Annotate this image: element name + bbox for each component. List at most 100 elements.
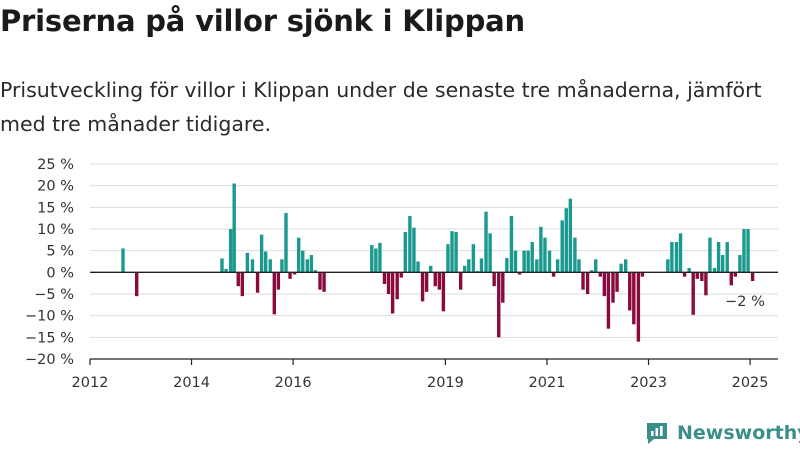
bar xyxy=(573,237,577,273)
x-tick-label: 2012 xyxy=(72,375,109,391)
bar xyxy=(581,272,585,290)
bar xyxy=(720,255,725,273)
bar xyxy=(268,259,272,273)
bar xyxy=(636,272,641,342)
y-tick-label: −5 % xyxy=(34,287,74,303)
bar xyxy=(288,272,292,279)
x-tick-label: 2023 xyxy=(630,375,667,391)
bar xyxy=(742,229,746,273)
bar xyxy=(471,244,476,273)
x-tick-label: 2021 xyxy=(529,375,566,391)
bar xyxy=(678,233,683,273)
bar xyxy=(568,198,573,273)
x-tick-label: 2014 xyxy=(173,375,210,391)
bar xyxy=(619,263,623,273)
x-tick-label: 2016 xyxy=(275,375,312,391)
bar xyxy=(403,232,408,273)
bar xyxy=(412,227,416,273)
bar xyxy=(623,259,628,273)
bar xyxy=(547,250,552,273)
chart-subtitle: Prisutveckling för villor i Klippan unde… xyxy=(0,78,762,136)
bar xyxy=(539,226,543,273)
bar xyxy=(232,183,236,273)
bar xyxy=(497,272,501,338)
newsworthy-logo: Newsworthy xyxy=(644,418,800,448)
y-tick-label: −10 % xyxy=(25,309,74,325)
bar xyxy=(479,258,484,273)
bar xyxy=(628,272,632,311)
bar xyxy=(560,220,564,273)
bar xyxy=(700,272,704,281)
bar xyxy=(305,259,310,273)
bar xyxy=(424,272,429,292)
bar xyxy=(416,261,420,273)
bar xyxy=(535,259,539,273)
bar xyxy=(738,255,742,273)
bar xyxy=(492,272,496,287)
bar xyxy=(395,272,399,300)
bar xyxy=(240,272,245,297)
bar xyxy=(509,216,514,273)
bar xyxy=(263,251,268,273)
bar xyxy=(733,272,738,277)
bar xyxy=(441,272,446,312)
bar xyxy=(602,272,607,297)
bar xyxy=(632,272,636,325)
bar xyxy=(408,216,412,273)
bar xyxy=(670,242,674,273)
bar xyxy=(640,272,645,277)
bar xyxy=(292,272,297,275)
bar xyxy=(750,272,755,281)
bar xyxy=(309,255,314,273)
bar xyxy=(695,272,699,279)
bar xyxy=(530,242,534,273)
bar xyxy=(475,271,480,273)
bar xyxy=(585,272,590,294)
bar xyxy=(370,245,374,273)
bar xyxy=(272,272,277,315)
y-tick-label: −15 % xyxy=(25,330,74,346)
bar xyxy=(746,229,750,273)
y-tick-label: 5 % xyxy=(46,244,74,260)
bar xyxy=(674,242,679,273)
bar xyxy=(526,250,530,273)
bar xyxy=(691,272,695,315)
bar xyxy=(501,272,505,303)
bar xyxy=(704,272,708,296)
y-tick-label: 25 % xyxy=(37,157,74,173)
bar xyxy=(598,272,602,277)
bar xyxy=(488,233,492,273)
y-tick-label: 0 % xyxy=(46,265,74,281)
bar xyxy=(437,272,442,290)
bar xyxy=(564,208,568,273)
bar xyxy=(555,259,560,273)
bar xyxy=(301,250,305,273)
bar xyxy=(284,212,288,273)
bar xyxy=(682,272,687,277)
bar xyxy=(390,272,395,314)
bar xyxy=(551,272,556,277)
bar xyxy=(399,272,403,278)
bar xyxy=(725,242,729,273)
bar xyxy=(276,272,281,290)
latest-value-annotation: −2 % xyxy=(725,294,765,310)
y-tick-label: −20 % xyxy=(25,352,74,368)
bar xyxy=(135,272,139,297)
bar xyxy=(378,242,382,273)
bar xyxy=(245,252,250,273)
bar xyxy=(296,237,301,273)
bar xyxy=(420,272,425,302)
bar xyxy=(255,272,260,293)
bar xyxy=(250,259,255,273)
bar xyxy=(606,272,611,329)
bar xyxy=(611,272,615,303)
newsworthy-logo-icon xyxy=(647,423,667,444)
bar xyxy=(429,265,433,273)
bar xyxy=(505,258,509,273)
chart-title: Priserna på villor sjönk i Klippan xyxy=(0,4,525,38)
bar xyxy=(121,248,125,273)
bar xyxy=(589,270,594,273)
x-axis-tick-labels: 2012 2014 2016 2019 2021 2023 2025 xyxy=(72,375,769,391)
bar xyxy=(454,232,458,273)
